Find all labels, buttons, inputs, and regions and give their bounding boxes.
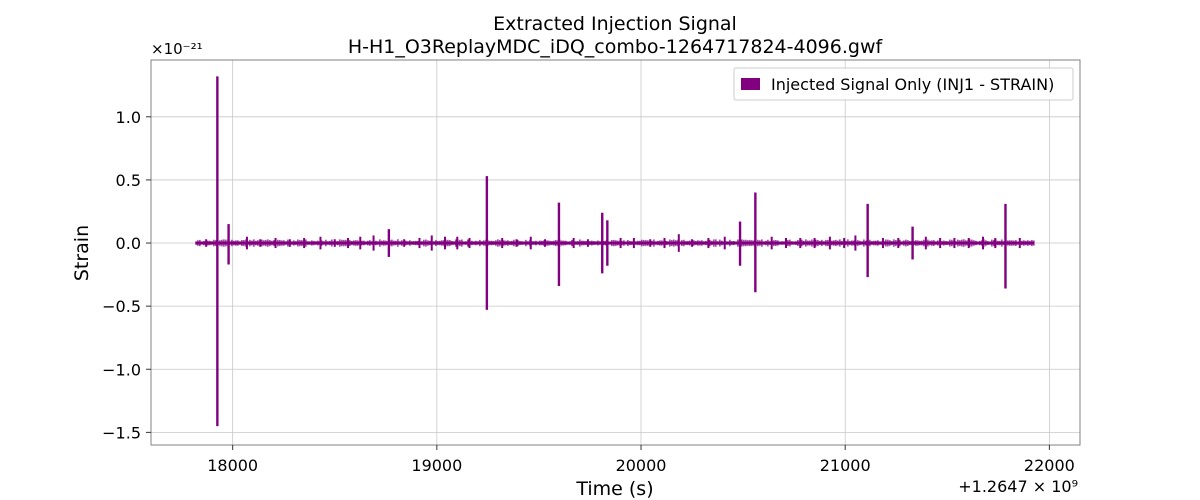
y-axis-scale-label: ×10⁻²¹ bbox=[151, 40, 203, 58]
x-tick-label: 21000 bbox=[820, 456, 871, 475]
x-tick-label: 18000 bbox=[207, 456, 258, 475]
y-tick-label: 1.0 bbox=[116, 108, 141, 127]
y-tick-label: −1.5 bbox=[102, 423, 141, 442]
chart-subtitle: H-H1_O3ReplayMDC_iDQ_combo-1264717824-40… bbox=[348, 36, 884, 58]
x-axis-label: Time (s) bbox=[575, 478, 653, 500]
y-tick-label: 0.5 bbox=[116, 171, 141, 190]
legend: Injected Signal Only (INJ1 - STRAIN) bbox=[733, 67, 1074, 101]
y-axis-label: Strain bbox=[71, 225, 93, 281]
series-baseline-band bbox=[195, 241, 1035, 245]
y-tick-label: −1.0 bbox=[102, 360, 141, 379]
axis-ticks: 18000 19000 20000 21000 22000 1.0 0.5 0.0 −0.5 −1… bbox=[102, 108, 1075, 475]
plot-area-frame bbox=[150, 59, 1081, 446]
x-axis-offset-label: +1.2647 × 10⁹ bbox=[958, 477, 1078, 496]
y-tick-label: 0.0 bbox=[116, 234, 141, 253]
x-tick-label: 20000 bbox=[616, 456, 667, 475]
data-series bbox=[195, 76, 1035, 427]
chart-title: Extracted Injection Signal bbox=[493, 13, 737, 35]
x-tick-label: 19000 bbox=[411, 456, 462, 475]
legend-label: Injected Signal Only (INJ1 - STRAIN) bbox=[771, 75, 1054, 94]
y-tick-label: −0.5 bbox=[102, 297, 141, 316]
legend-box bbox=[733, 67, 1074, 101]
legend-swatch bbox=[741, 78, 760, 90]
x-tick-label: 22000 bbox=[1024, 456, 1075, 475]
